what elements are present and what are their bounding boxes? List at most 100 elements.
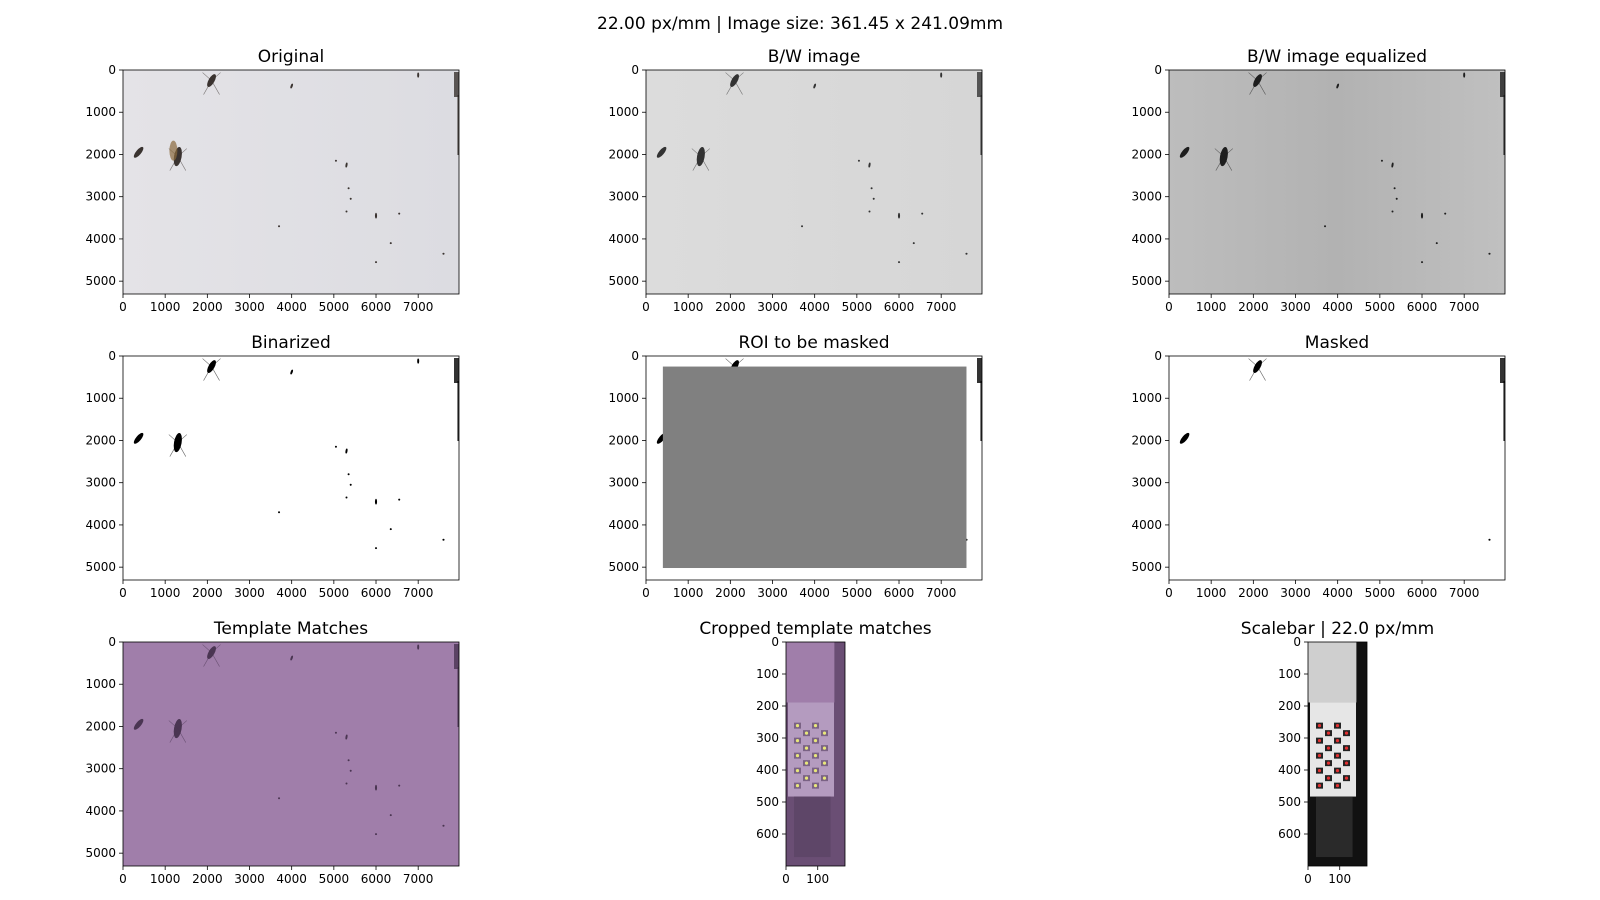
figure-suptitle: 22.00 px/mm | Image size: 361.45 x 241.0… xyxy=(597,14,1003,34)
match-point xyxy=(822,761,827,765)
x-tick-label: 1000 xyxy=(150,872,181,886)
x-tick-label: 4000 xyxy=(799,300,830,314)
speck xyxy=(870,187,873,190)
card-top xyxy=(786,642,835,703)
speck xyxy=(290,655,293,661)
card-bottom xyxy=(794,796,831,858)
insect-leg xyxy=(1214,148,1225,157)
edge-card xyxy=(454,72,459,97)
y-tick-label: 0 xyxy=(108,635,116,649)
scale-point xyxy=(1326,746,1331,750)
y-tick-label: 1000 xyxy=(608,105,639,119)
insect-leg xyxy=(202,644,212,653)
axes-frame xyxy=(1307,641,1368,867)
match-point xyxy=(822,746,827,750)
y-tick-label: 0 xyxy=(1293,635,1301,649)
panel-roi: 0 1000 2000 3000 4000 5000 6000 7000 0 1000 2000 30… xyxy=(608,333,983,600)
insect-leg xyxy=(169,156,179,171)
y-tick-label: 5000 xyxy=(1131,560,1162,574)
speck xyxy=(940,72,943,78)
speck xyxy=(1179,146,1190,158)
match-point xyxy=(813,724,818,728)
speck xyxy=(442,538,445,541)
x-tick-label: 0 xyxy=(782,872,790,886)
match-point xyxy=(822,776,827,780)
y-tick-label: 3000 xyxy=(608,476,639,490)
x-tick-label: 0 xyxy=(119,586,127,600)
y-tick-label: 5000 xyxy=(85,560,116,574)
panel-title: Cropped template matches xyxy=(699,619,931,639)
insect-leg xyxy=(203,80,212,95)
y-tick-label: 4000 xyxy=(85,232,116,246)
speck xyxy=(375,833,378,836)
speck xyxy=(374,498,378,505)
insect-leg xyxy=(1248,72,1258,81)
x-tick-label: 0 xyxy=(1165,300,1173,314)
y-tick-label: 2000 xyxy=(85,433,116,447)
y-tick-label: 3000 xyxy=(1131,190,1162,204)
x-tick-label: 4000 xyxy=(799,586,830,600)
panel-title: Original xyxy=(258,47,325,67)
scale-point xyxy=(1335,739,1340,743)
scale-point xyxy=(1317,724,1322,728)
x-tick-label: 3000 xyxy=(757,300,788,314)
match-point xyxy=(795,784,800,788)
insect-leg xyxy=(1257,80,1266,95)
speck xyxy=(398,498,401,501)
speck xyxy=(897,212,901,219)
insect-leg xyxy=(211,652,220,667)
y-tick-label: 600 xyxy=(1278,827,1301,841)
x-tick-label: 7000 xyxy=(403,872,434,886)
card-bottom xyxy=(1316,796,1353,858)
insect-leg xyxy=(202,72,212,81)
insect-leg xyxy=(211,358,221,367)
insect-leg xyxy=(177,442,187,457)
x-tick-label: 2000 xyxy=(192,872,223,886)
insect-leg xyxy=(1215,156,1225,171)
insect-leg xyxy=(177,728,187,743)
panel-title: Masked xyxy=(1305,333,1369,353)
x-tick-label: 4000 xyxy=(276,872,307,886)
x-tick-label: 6000 xyxy=(1407,300,1438,314)
x-tick-label: 1000 xyxy=(673,586,704,600)
insect-leg xyxy=(168,434,179,443)
insect-leg xyxy=(177,148,188,157)
x-tick-label: 0 xyxy=(1304,872,1312,886)
speck xyxy=(1435,242,1438,245)
speck xyxy=(375,261,378,264)
image-original xyxy=(123,70,459,294)
axes-frame xyxy=(122,69,460,295)
x-tick-label: 5000 xyxy=(319,586,350,600)
y-tick-label: 0 xyxy=(1154,63,1162,77)
speck xyxy=(1393,187,1396,190)
insect-leg xyxy=(1249,80,1258,95)
insect-leg xyxy=(177,434,188,443)
panel-cropped: 0 100 0 100 200 300 400 500 600 Cropped template … xyxy=(699,619,931,886)
y-tick-label: 3000 xyxy=(608,190,639,204)
y-tick-label: 1000 xyxy=(1131,391,1162,405)
edge-card xyxy=(977,358,982,383)
panel-title: Template Matches xyxy=(213,619,368,639)
x-tick-label: 100 xyxy=(806,872,829,886)
speck xyxy=(349,197,352,200)
roi-rectangle xyxy=(662,366,967,569)
speck xyxy=(334,445,337,448)
insect-leg xyxy=(177,156,187,171)
y-tick-label: 2000 xyxy=(608,147,639,161)
panel-scalebar: 0 100 0 100 200 300 400 500 600 Scalebar | 22.0 p… xyxy=(1241,619,1434,886)
image-bw xyxy=(646,70,982,294)
y-tick-label: 3000 xyxy=(85,762,116,776)
insect-leg xyxy=(169,728,179,743)
match-point xyxy=(813,769,818,773)
speck xyxy=(347,759,350,762)
insect-leg xyxy=(692,156,702,171)
speck xyxy=(389,242,392,245)
x-tick-label: 100 xyxy=(1328,872,1351,886)
x-tick-label: 5000 xyxy=(319,872,350,886)
edge-card xyxy=(977,72,982,97)
y-tick-label: 4000 xyxy=(608,518,639,532)
speck xyxy=(347,473,350,476)
match-point xyxy=(795,724,800,728)
insect-leg xyxy=(725,72,735,81)
scale-point xyxy=(1344,731,1349,735)
